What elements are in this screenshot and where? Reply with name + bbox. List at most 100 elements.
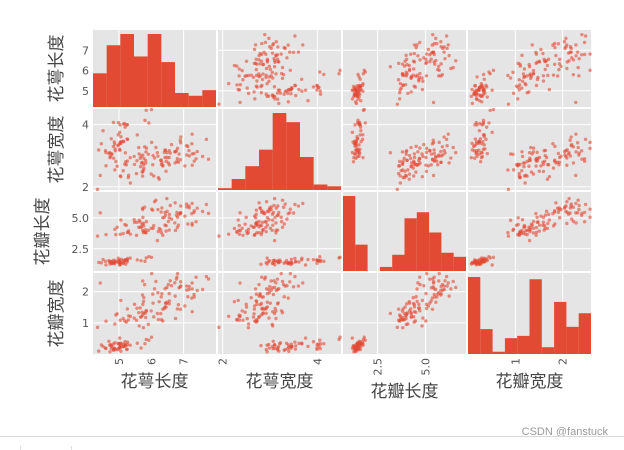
scatter-point — [264, 92, 268, 96]
scatter-point — [542, 159, 547, 164]
scatter-point — [123, 222, 127, 227]
scatter-point — [112, 140, 116, 144]
scatter-point — [174, 149, 179, 153]
scatter-point — [447, 294, 451, 298]
scatter-point — [527, 65, 532, 69]
scatter-point — [118, 261, 122, 265]
scatter-point — [475, 123, 479, 127]
scatter-point — [303, 336, 308, 340]
scatter-point — [322, 259, 326, 264]
scatter-point — [109, 344, 113, 348]
scatter-point — [257, 282, 261, 287]
scatter-point — [552, 158, 557, 162]
scatter-point — [101, 344, 105, 349]
scatter-point — [439, 154, 443, 158]
scatter-point — [582, 157, 587, 161]
scatter-point — [555, 74, 560, 78]
scatter-point — [178, 158, 183, 162]
scatter-point — [565, 221, 569, 226]
scatter-point — [271, 210, 276, 215]
scatter-point — [104, 263, 108, 267]
scatter-point — [264, 73, 268, 77]
scatter-point — [121, 139, 125, 143]
scatter-point — [95, 234, 100, 238]
scatter-point — [404, 53, 408, 58]
scatter-point — [362, 68, 366, 73]
scatter-point — [355, 137, 359, 141]
scatter-point — [418, 157, 422, 161]
scatter-point — [273, 346, 277, 351]
scatter-point — [152, 174, 156, 178]
y-tick-label: 4 — [82, 119, 89, 132]
scatter-point — [415, 163, 419, 167]
scatter-point — [135, 220, 139, 225]
scatter-point — [506, 168, 510, 172]
scatter-point — [412, 155, 417, 160]
histogram-bar — [541, 347, 555, 354]
scatter-point — [557, 62, 562, 66]
y-tick-label: 2.5 — [72, 243, 90, 256]
scatter-point — [470, 148, 475, 152]
scatter-point — [142, 282, 147, 287]
y-tick-label: 2 — [82, 286, 89, 299]
scatter-point — [173, 201, 177, 205]
scatter-point — [400, 162, 405, 167]
x-tick-labels: 5 6 7 2 4 2.5 5.0 1 2 — [113, 358, 570, 376]
scatter-point — [164, 229, 168, 233]
scatter-point — [277, 101, 281, 106]
scatter-point — [200, 209, 205, 214]
scatter-point — [265, 215, 270, 220]
scatter-point — [424, 150, 429, 155]
scatter-point — [363, 121, 367, 125]
scatter-point — [103, 148, 108, 153]
scatter-point — [275, 213, 280, 217]
scatter-point — [520, 154, 525, 159]
scatter-point — [401, 168, 405, 172]
scatter-point — [409, 315, 413, 319]
scatter-point — [98, 173, 102, 178]
scatter-point — [279, 271, 283, 276]
scatter-point — [149, 309, 153, 313]
scatter-point — [286, 296, 290, 300]
scatter-point — [477, 99, 482, 103]
scatter-point — [565, 43, 569, 47]
scatter-point — [490, 88, 494, 92]
scatter-point — [518, 162, 522, 167]
scatter-point — [491, 107, 496, 112]
scatter-point — [187, 154, 191, 158]
scatter-point — [446, 132, 450, 136]
scatter-point — [237, 318, 242, 322]
scatter-point — [137, 218, 141, 222]
scatter-point — [571, 205, 576, 209]
histogram-bar — [416, 212, 430, 271]
scatter-point — [428, 301, 432, 305]
scatter-point — [440, 145, 445, 149]
scatter-point — [245, 86, 249, 90]
scatter-point — [287, 88, 291, 92]
scatter-point — [420, 87, 425, 92]
scatter-point — [318, 70, 322, 74]
scatter-point — [271, 218, 275, 222]
x-axis-label: 花萼宽度 — [246, 372, 314, 392]
scatter-point — [403, 314, 408, 318]
scatter-point — [582, 52, 587, 57]
scatter-point — [574, 132, 578, 136]
scatter-point — [531, 71, 536, 76]
scatter-point — [264, 311, 268, 315]
scatter-point — [523, 81, 527, 86]
scatter-point — [184, 284, 189, 288]
y-axis-label: 花瓣长度 — [33, 198, 53, 266]
scatter-point — [232, 299, 237, 304]
scatter-point — [568, 206, 573, 210]
scatter-point — [173, 281, 177, 285]
scatter-point — [268, 206, 272, 210]
scatter-point — [190, 310, 194, 314]
scatter-point — [575, 141, 580, 145]
scatter-point — [113, 168, 117, 172]
scatter-point — [175, 271, 180, 276]
histogram-bar — [578, 313, 591, 354]
scatter-point — [125, 137, 129, 141]
scatter-point — [175, 156, 180, 161]
scatter-point — [252, 47, 257, 52]
scatter-point — [135, 133, 139, 137]
